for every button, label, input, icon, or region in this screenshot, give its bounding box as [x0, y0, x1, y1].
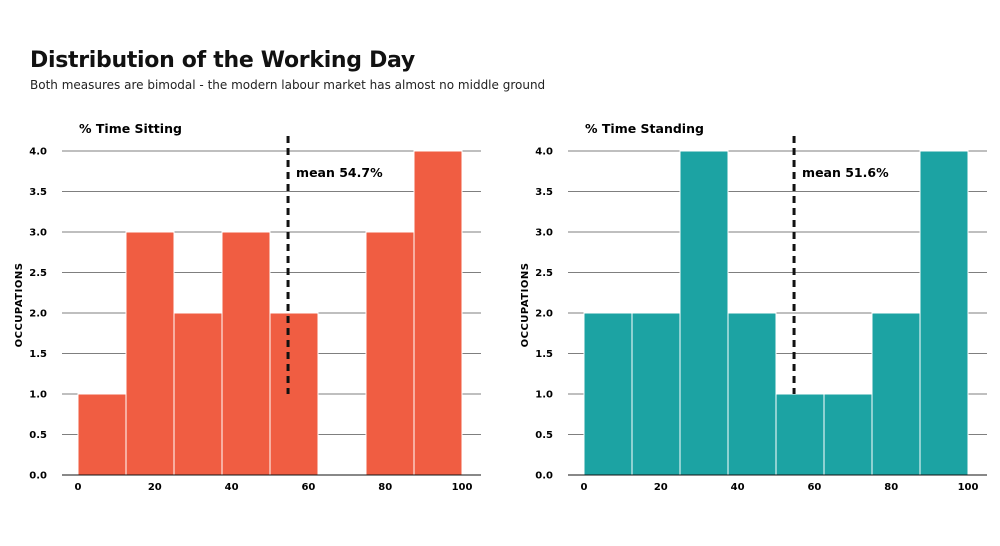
- y-tick-label: 0.0: [29, 471, 47, 482]
- page-subtitle: Both measures are bimodal - the modern l…: [30, 78, 546, 92]
- panel-standing: 0.0 0.5 1.0 1.5 2.0 2.5 3.0 3.5 4.0 0 20 40 60 80 100 m…: [520, 121, 987, 493]
- histogram-bar: [173, 312, 223, 476]
- y-tick-label: 0.5: [535, 430, 553, 441]
- x-tick-label: 40: [731, 482, 745, 493]
- y-tick-label: 4.0: [29, 147, 47, 158]
- panel-sitting: 0.0 0.5 1.0 1.5 2.0 2.5 3.0 3.5 4.0 0 20 40 60 80 100 m…: [14, 121, 481, 493]
- histogram-bar: [919, 150, 969, 476]
- histogram-bar: [871, 312, 921, 476]
- y-tick-label: 1.5: [535, 349, 553, 360]
- x-tick-label: 80: [378, 482, 392, 493]
- y-tick-label: 1.5: [29, 349, 47, 360]
- histogram-bar: [221, 231, 271, 476]
- mean-label: mean 54.7%: [296, 165, 383, 180]
- page-title: Distribution of the Working Day: [30, 48, 415, 73]
- x-tick-label: 40: [225, 482, 239, 493]
- y-tick-label: 2.5: [29, 268, 47, 279]
- x-tick-label: 100: [958, 482, 979, 493]
- histogram-bar: [775, 393, 825, 476]
- x-tick-label: 60: [807, 482, 821, 493]
- y-tick-label: 4.0: [535, 147, 553, 158]
- histogram-bar: [727, 312, 777, 476]
- y-tick-label: 2.5: [535, 268, 553, 279]
- histogram-bar: [269, 312, 319, 476]
- histogram-bar: [413, 150, 463, 476]
- mean-label: mean 51.6%: [802, 165, 889, 180]
- y-tick-label: 2.0: [29, 309, 47, 320]
- panel-title-sitting: % Time Sitting: [79, 121, 182, 136]
- x-tick-label: 0: [75, 482, 82, 493]
- histogram-bar: [631, 312, 681, 476]
- y-axis-label: OCCUPATIONS: [14, 263, 25, 348]
- y-tick-label: 3.0: [535, 228, 553, 239]
- histogram-bar: [583, 312, 633, 476]
- histogram-bar: [679, 150, 729, 476]
- x-tick-label: 0: [581, 482, 588, 493]
- y-tick-label: 3.5: [535, 187, 553, 198]
- y-tick-label: 3.5: [29, 187, 47, 198]
- histogram-bar: [77, 393, 127, 476]
- y-tick-label: 2.0: [535, 309, 553, 320]
- panel-title-standing: % Time Standing: [585, 121, 704, 136]
- x-tick-label: 20: [148, 482, 162, 493]
- y-axis-label: OCCUPATIONS: [520, 263, 531, 348]
- histogram-bar: [365, 231, 415, 476]
- y-tick-label: 0.0: [535, 471, 553, 482]
- x-tick-label: 100: [452, 482, 473, 493]
- histogram-bar: [823, 393, 873, 476]
- x-tick-label: 80: [884, 482, 898, 493]
- y-tick-label: 1.0: [29, 390, 47, 401]
- y-tick-label: 3.0: [29, 228, 47, 239]
- x-tick-label: 20: [654, 482, 668, 493]
- y-tick-label: 0.5: [29, 430, 47, 441]
- y-tick-label: 1.0: [535, 390, 553, 401]
- histogram-bar: [125, 231, 175, 476]
- x-tick-label: 60: [301, 482, 315, 493]
